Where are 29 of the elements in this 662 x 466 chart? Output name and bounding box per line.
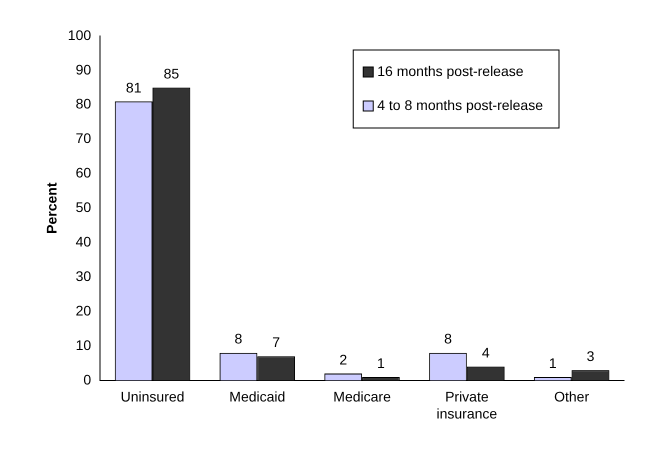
y-tick-label: 0: [83, 371, 92, 388]
data-label: 1: [377, 354, 386, 371]
y-tick-label: 10: [76, 336, 92, 353]
y-tick-label: 50: [76, 199, 92, 216]
data-label: 85: [164, 66, 180, 82]
data-label: 81: [126, 79, 142, 96]
data-label: 3: [586, 348, 595, 364]
x-tick-label: Uninsured: [120, 388, 184, 405]
data-label: 8: [444, 330, 452, 347]
y-tick-label: 80: [76, 96, 92, 112]
x-tick-label: Private insurance: [436, 388, 498, 422]
data-label: 1: [548, 354, 557, 371]
data-label: 2: [339, 351, 348, 368]
y-tick-label: 60: [76, 164, 92, 181]
y-tick-label: 40: [76, 234, 92, 250]
data-label: 4: [482, 344, 490, 360]
y-tick-label: 20: [76, 302, 92, 318]
y-tick-label: 90: [76, 61, 92, 78]
y-axis-title: Percent: [43, 182, 60, 234]
legend-label: 16 months post-release: [377, 62, 524, 79]
x-tick-label: Medicaid: [229, 388, 286, 405]
y-tick-label: 100: [68, 26, 92, 43]
y-tick-label: 30: [76, 268, 92, 284]
data-label: 7: [272, 334, 280, 350]
legend-label: 4 to 8 months post-release: [377, 96, 544, 113]
x-tick-label: Medicare: [333, 388, 392, 405]
data-label: 8: [234, 330, 243, 347]
y-tick-label: 70: [76, 130, 92, 146]
x-tick-label: Other: [554, 388, 590, 405]
